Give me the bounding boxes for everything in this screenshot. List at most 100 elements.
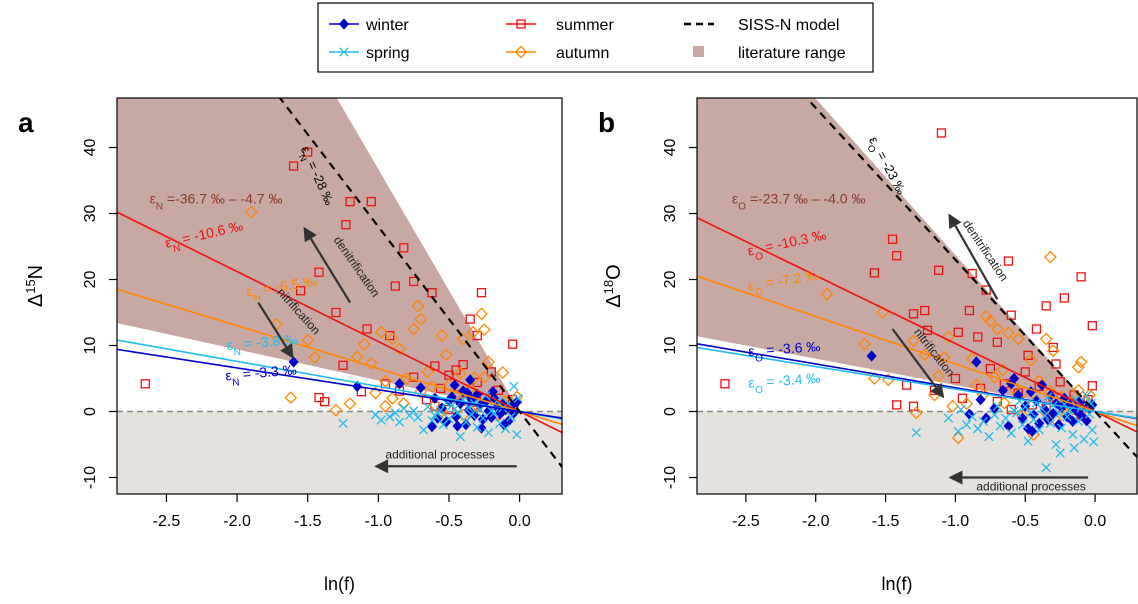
legend-autumn-marker <box>514 45 528 59</box>
legend-box <box>317 2 874 73</box>
data-point-winter <box>460 419 471 431</box>
y-tick-label: 10 <box>662 337 679 355</box>
data-point-autumn <box>414 312 428 326</box>
data-point-spring <box>1089 437 1099 447</box>
label-winter_eps-value: = -3.3 ‰ <box>238 361 297 382</box>
data-point-spring <box>452 408 463 418</box>
data-point-spring <box>1040 410 1050 421</box>
model-line <box>278 98 562 468</box>
data-point-autumn <box>308 350 322 364</box>
data-point-spring <box>1009 406 1019 416</box>
data-point-autumn <box>946 399 960 413</box>
regression-line-summer <box>117 211 562 434</box>
data-point-summer <box>296 286 306 296</box>
data-point-summer <box>1031 324 1042 334</box>
data-point-spring <box>1079 434 1089 444</box>
data-point-autumn <box>301 333 315 347</box>
data-point-spring <box>989 410 1000 420</box>
label-spring_eps-eps: ε <box>748 374 755 390</box>
data-point-summer <box>1003 256 1014 266</box>
label-winter_eps: εN = -3.3 ‰ <box>225 361 298 389</box>
data-point-spring <box>413 412 423 423</box>
data-point-summer <box>892 251 902 261</box>
data-point-autumn <box>411 299 425 313</box>
label-autumn_eps-eps: ε <box>245 283 254 300</box>
label-autumn_eps-sub: O <box>754 286 764 298</box>
data-point-spring <box>338 418 348 429</box>
data-point-spring <box>1062 412 1072 422</box>
label-winter_eps-eps: ε <box>748 343 755 359</box>
data-point-autumn <box>343 397 357 410</box>
data-point-autumn <box>1024 353 1038 367</box>
data-point-autumn <box>369 386 382 400</box>
label-lit_eps-sub: N <box>156 201 163 212</box>
data-point-summer <box>964 305 975 316</box>
data-point-spring <box>1041 462 1051 473</box>
legend: winter spring summer autumn SISS-N model… <box>317 2 874 73</box>
label-summer_eps-sub: N <box>172 242 182 254</box>
data-point-summer <box>331 307 341 318</box>
data-point-autumn <box>475 307 488 321</box>
y-tick-label: 0 <box>662 407 679 416</box>
label-lit_eps-sub: O <box>738 201 746 212</box>
x-tick-label: -1.5 <box>872 513 900 530</box>
data-point-autumn <box>477 370 491 384</box>
data-point-winter <box>394 378 405 390</box>
data-point-spring <box>409 406 419 416</box>
data-point-summer <box>314 267 324 277</box>
data-point-spring <box>444 414 454 424</box>
data-point-spring <box>1023 436 1033 446</box>
y-tick-label: 0 <box>82 407 99 416</box>
data-point-summer <box>869 268 880 278</box>
x-tick-label: -1.0 <box>942 513 970 530</box>
nitrification-arrow-head <box>280 343 294 359</box>
panel-b: εO = -23 ‰εO =-23.7 ‰ – -4.0 ‰εO = -10.3… <box>601 97 1138 594</box>
label-spring_eps: εN = -3.8 ‰ <box>226 331 299 359</box>
data-point-spring <box>1086 398 1096 409</box>
label-lit_eps-value: =-23.7 ‰ – -4.0 ‰ <box>746 191 865 207</box>
data-point-summer <box>1076 272 1086 282</box>
data-point-summer <box>985 363 995 374</box>
data-point-autumn <box>858 337 872 351</box>
data-point-spring <box>509 381 519 392</box>
label-spring_eps-sub: N <box>233 346 241 358</box>
data-point-summer <box>720 379 730 389</box>
data-point-summer <box>992 337 1002 347</box>
data-point-summer <box>908 401 919 411</box>
y-tick-label: 20 <box>662 271 679 289</box>
data-point-spring <box>455 431 465 442</box>
label-spring_eps-value: = -3.8 ‰ <box>240 331 299 352</box>
data-point-spring <box>430 410 440 421</box>
legend-summer-label: summer <box>556 17 614 34</box>
data-point-spring <box>1051 439 1061 450</box>
data-point-spring <box>1070 394 1081 405</box>
data-point-summer <box>458 359 468 370</box>
legend-spring-label: spring <box>366 45 410 62</box>
data-point-summer <box>345 196 355 207</box>
y-tick-label: 30 <box>662 205 679 223</box>
y-axis-label-delta: Δ <box>603 294 625 307</box>
additional-arrow-head <box>948 470 963 485</box>
x-tick-label: -2.5 <box>732 513 760 530</box>
data-point-summer <box>973 332 983 342</box>
x-tick-label: -0.5 <box>1011 513 1039 530</box>
additional-processes-region <box>117 411 562 494</box>
data-point-spring <box>1073 416 1083 427</box>
data-point-autumn <box>1043 250 1057 264</box>
x-tick-label: 0.0 <box>1084 513 1106 530</box>
regression-line-winter <box>117 348 562 419</box>
data-point-spring <box>500 424 511 434</box>
data-point-autumn <box>1074 355 1088 369</box>
label-lit_eps-eps: ε <box>732 191 738 207</box>
label-summer_eps-sub: O <box>754 250 764 262</box>
data-point-winter <box>971 356 982 368</box>
data-point-autumn <box>456 332 470 346</box>
regression-line-autumn <box>117 288 562 426</box>
label-winter_eps-eps: ε <box>225 367 233 383</box>
data-point-autumn <box>1011 332 1025 346</box>
data-point-spring <box>512 429 522 440</box>
data-point-spring <box>399 403 409 413</box>
data-point-winter <box>465 374 476 386</box>
label-lit_eps-value: =-36.7 ‰ – -4.7 ‰ <box>163 191 282 207</box>
